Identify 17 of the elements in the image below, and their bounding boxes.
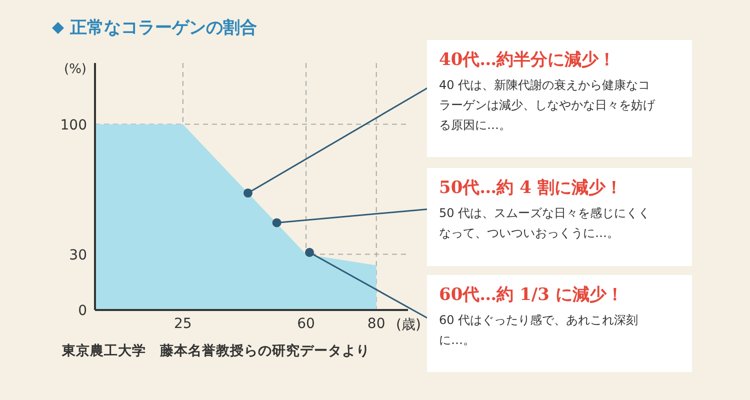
- x-tick-label: 80: [367, 316, 386, 332]
- x-axis-title: (歳): [396, 316, 421, 334]
- annotation: 60代…約 1/3 に減少！: [439, 284, 624, 306]
- y-tick-label: 0: [78, 302, 87, 319]
- annotation: 40代…約半分に減少！: [439, 49, 617, 71]
- y-tick-label: 30: [69, 247, 87, 264]
- x-tick-label: 60: [297, 316, 315, 332]
- y-tick-label: 100: [60, 117, 87, 134]
- annotation: 40 代は、新陳代謝の衰えから健康なコラーゲンは減少、しなやかな日々を妨げる原因に…。: [439, 77, 656, 134]
- x-tick-label: 25: [174, 316, 192, 332]
- annotation: 60 代はぐったり感で、あれこれ深刻に…。: [439, 312, 640, 349]
- annotation: 50 代は、スムーズな日々を感じにくくなって、ついついおっくうに…。: [439, 205, 652, 242]
- annotation: 50代…約 4 割に減少！: [439, 177, 624, 199]
- y-axis-title: (%): [64, 62, 86, 77]
- chart-title: 正常なコラーゲンの割合: [70, 17, 257, 39]
- point: [243, 188, 252, 198]
- text: 東京農工大学 藤本名誉教授らの研究データより: [62, 342, 370, 360]
